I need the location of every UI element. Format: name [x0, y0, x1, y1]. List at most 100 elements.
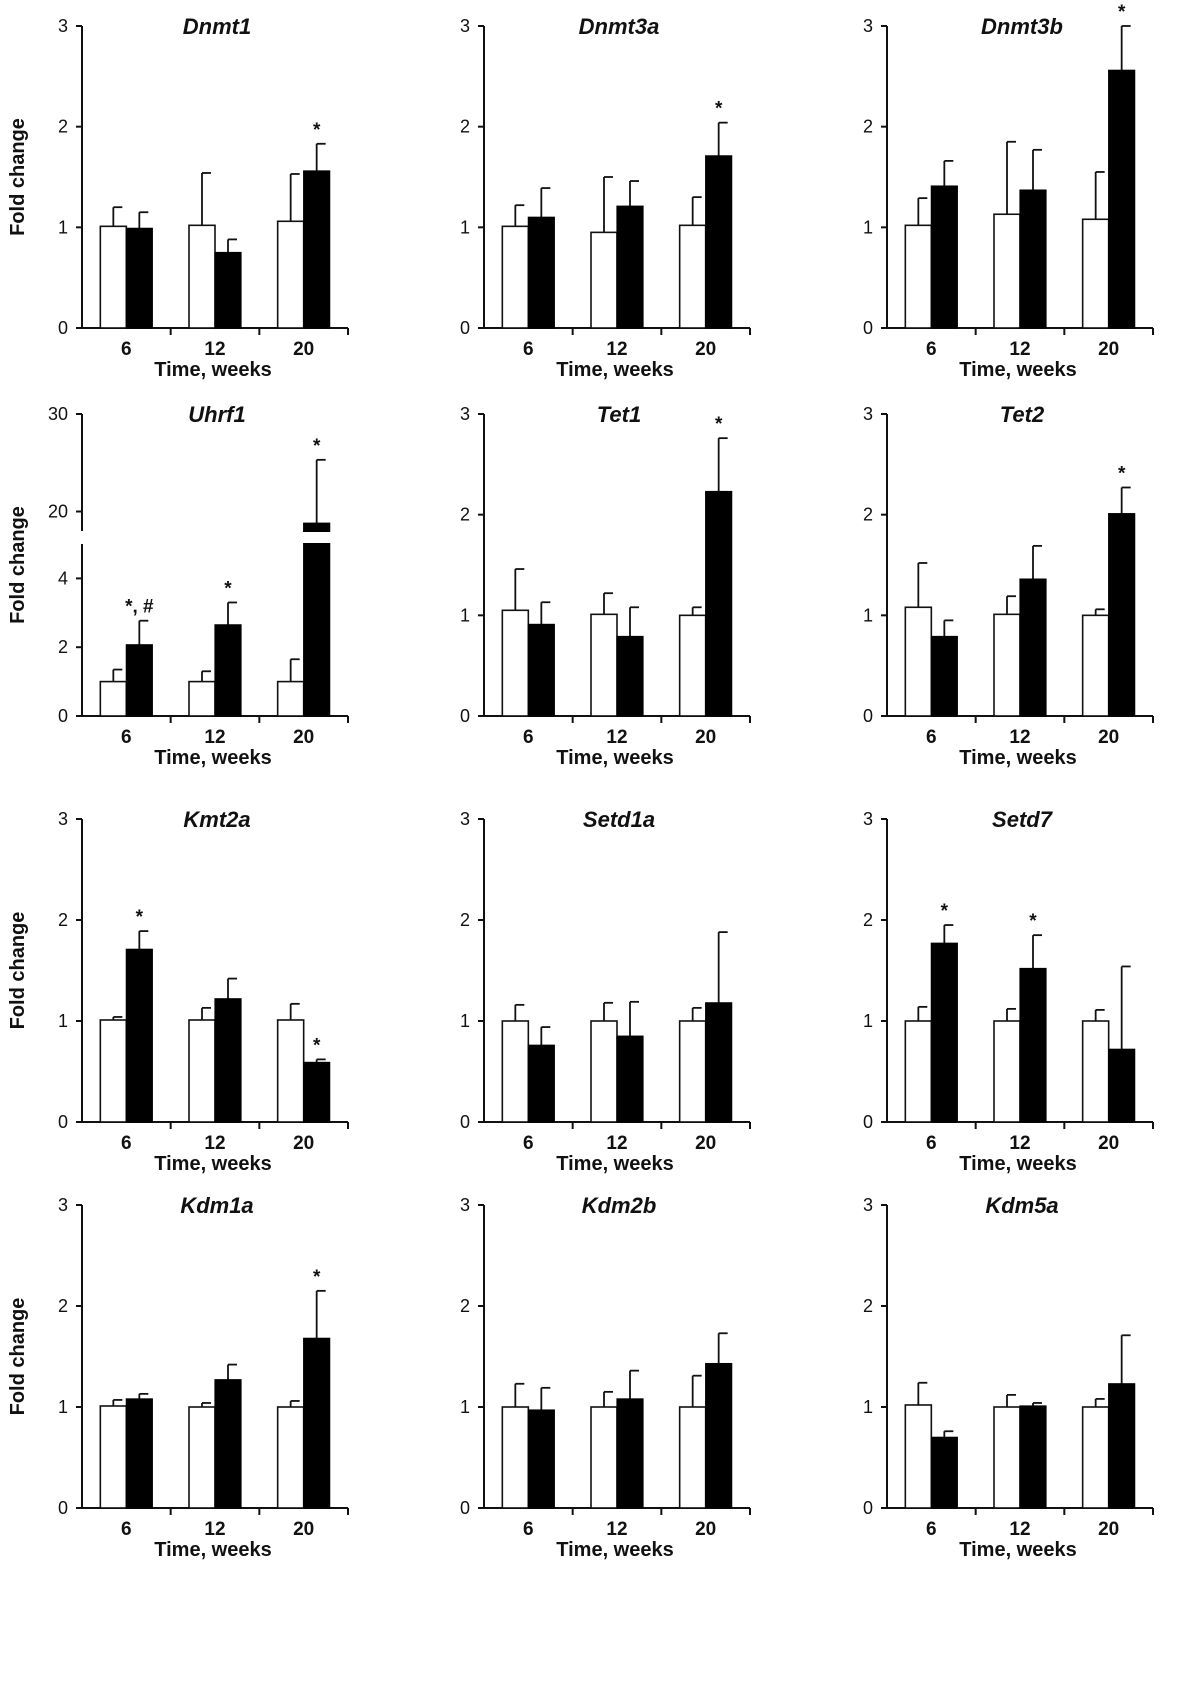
panel-title: Kdm2b	[582, 1193, 657, 1218]
x-axis-title: Time, weeks	[154, 747, 271, 769]
bar-treated	[1019, 189, 1047, 329]
y-tick-label: 0	[460, 1112, 470, 1132]
y-tick-label: 2	[863, 117, 873, 137]
y-tick-label: 3	[58, 16, 68, 36]
bar-control	[501, 225, 530, 329]
x-axis-title: Time, weeks	[556, 1539, 673, 1561]
bar-control	[904, 224, 933, 329]
significance-marker: *	[715, 414, 723, 435]
x-tick-label: 12	[606, 339, 627, 360]
x-tick-label: 6	[926, 727, 937, 748]
y-tick-label: 0	[460, 1498, 470, 1518]
bar-treated	[930, 185, 958, 329]
x-tick-label: 6	[121, 339, 132, 360]
bar-control	[1081, 1020, 1110, 1123]
y-tick-label: 0	[58, 1112, 68, 1132]
y-tick-label: 1	[460, 1011, 470, 1031]
bar-control	[904, 1020, 933, 1123]
y-tick-label: 3	[863, 16, 873, 36]
bar-control	[993, 613, 1021, 717]
significance-marker: *	[715, 99, 723, 120]
bar-treated	[303, 1337, 331, 1509]
bar-treated	[1019, 967, 1047, 1123]
bar-treated	[616, 1398, 644, 1509]
y-tick-label: 1	[460, 217, 470, 237]
x-axis-title: Time, weeks	[154, 1539, 271, 1561]
x-axis-title: Time, weeks	[959, 359, 1076, 381]
y-tick-label: 4	[58, 568, 68, 588]
x-tick-label: 6	[121, 1519, 132, 1540]
bar-treated	[1019, 578, 1047, 717]
bar-treated	[214, 1379, 242, 1509]
y-tick-label: 3	[460, 809, 470, 829]
x-axis-title: Time, weeks	[959, 1153, 1076, 1175]
panel-title: Setd7	[992, 807, 1054, 832]
bar-treated	[930, 635, 958, 717]
y-tick-label: 3	[460, 16, 470, 36]
x-tick-label: 6	[926, 339, 937, 360]
bar-control	[188, 1019, 216, 1123]
bar-treated	[1108, 1383, 1136, 1509]
bar-control	[1081, 218, 1110, 329]
significance-marker: *	[941, 901, 949, 922]
y-tick-label: 2	[460, 117, 470, 137]
panel-uhrf1: 0 2 4 20 30 Uhrf1 6 12 20 *, # * * Time, weeks Fold c…	[7, 402, 350, 769]
panel-title: Tet2	[1000, 402, 1045, 427]
x-tick-label: 12	[204, 339, 225, 360]
significance-marker: *	[1029, 911, 1037, 932]
y-tick-label: 3	[863, 809, 873, 829]
x-tick-label: 6	[523, 1519, 534, 1540]
bar-treated	[616, 1035, 644, 1123]
bar-treated	[303, 522, 331, 717]
x-tick-label: 20	[1098, 1133, 1119, 1154]
y-axis-title: Fold change	[7, 118, 29, 236]
panel-title: Dnmt1	[183, 14, 251, 39]
y-axis-title: Fold change	[7, 1298, 29, 1416]
bar-treated	[125, 227, 153, 329]
bar-control	[99, 225, 128, 329]
y-tick-label: 3	[460, 1195, 470, 1215]
x-tick-label: 12	[1009, 1133, 1030, 1154]
y-tick-label: 2	[58, 637, 68, 657]
x-tick-label: 6	[121, 727, 132, 748]
x-tick-label: 20	[695, 339, 716, 360]
axis-break-gap	[84, 532, 350, 543]
bar-treated	[214, 624, 242, 717]
bar-control	[99, 1405, 128, 1509]
bar-treated	[705, 1002, 733, 1123]
bar-treated	[303, 170, 331, 329]
bar-treated	[125, 1398, 153, 1509]
bar-control	[501, 609, 530, 717]
bar-control	[678, 1020, 707, 1123]
bar-control	[501, 1406, 530, 1509]
y-tick-label: 2	[863, 910, 873, 930]
x-axis-title: Time, weeks	[959, 1539, 1076, 1561]
x-tick-label: 6	[926, 1519, 937, 1540]
x-tick-label: 20	[1098, 727, 1119, 748]
y-tick-label: 0	[863, 1112, 873, 1132]
y-tick-label: 1	[58, 1011, 68, 1031]
y-tick-label: 30	[48, 404, 68, 424]
y-axis-title: Fold change	[7, 506, 29, 624]
bar-control	[904, 1404, 933, 1509]
bar-control	[590, 231, 618, 329]
x-tick-label: 20	[695, 1519, 716, 1540]
y-tick-label: 3	[863, 1195, 873, 1215]
y-tick-label: 2	[863, 1296, 873, 1316]
panel-title: Kdm5a	[985, 1193, 1058, 1218]
y-tick-label: 0	[58, 318, 68, 338]
bar-treated	[125, 948, 153, 1123]
x-tick-label: 12	[1009, 727, 1030, 748]
y-tick-label: 0	[58, 1498, 68, 1518]
bar-control	[99, 1019, 128, 1123]
y-tick-label: 3	[58, 809, 68, 829]
panel-title: Setd1a	[583, 807, 655, 832]
bar-control	[1081, 1406, 1110, 1509]
x-tick-label: 12	[204, 1133, 225, 1154]
